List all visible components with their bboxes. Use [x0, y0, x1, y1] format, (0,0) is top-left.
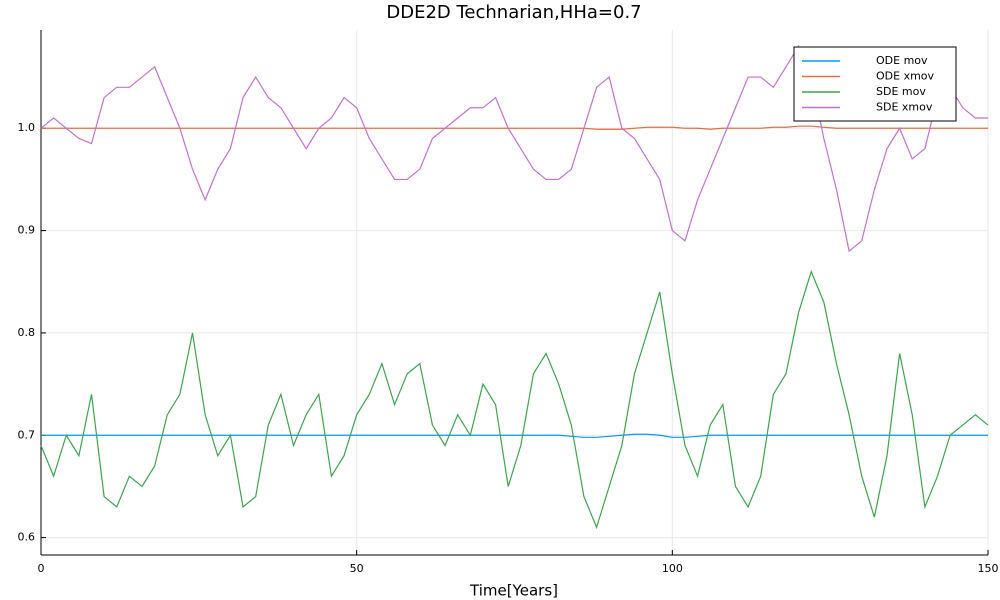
y-tick-label: 0.8: [18, 326, 36, 339]
x-tick-label: 50: [350, 562, 364, 575]
series-line: [41, 125, 988, 130]
y-tick-label: 0.6: [18, 531, 36, 544]
y-tick-label: 1.0: [18, 121, 36, 134]
x-tick-label: 100: [662, 562, 683, 575]
series-line: [40, 269, 989, 530]
x-tick-label: 150: [978, 562, 999, 575]
chart-title: DDE2D Technarian,HHa=0.7: [386, 2, 641, 23]
legend-label: SDE xmov: [876, 101, 933, 114]
series-line: [41, 433, 988, 438]
series-line: [40, 45, 988, 253]
legend-box: [793, 46, 957, 122]
legend-label: ODE mov: [876, 54, 928, 67]
y-tick-label: 0.9: [18, 224, 36, 237]
legend-label: SDE mov: [876, 85, 926, 98]
x-tick-label: 0: [38, 562, 45, 575]
y-tick-label: 0.7: [18, 428, 36, 441]
x-axis-label: Time[Years]: [469, 582, 558, 600]
legend-label: ODE xmov: [876, 70, 935, 83]
